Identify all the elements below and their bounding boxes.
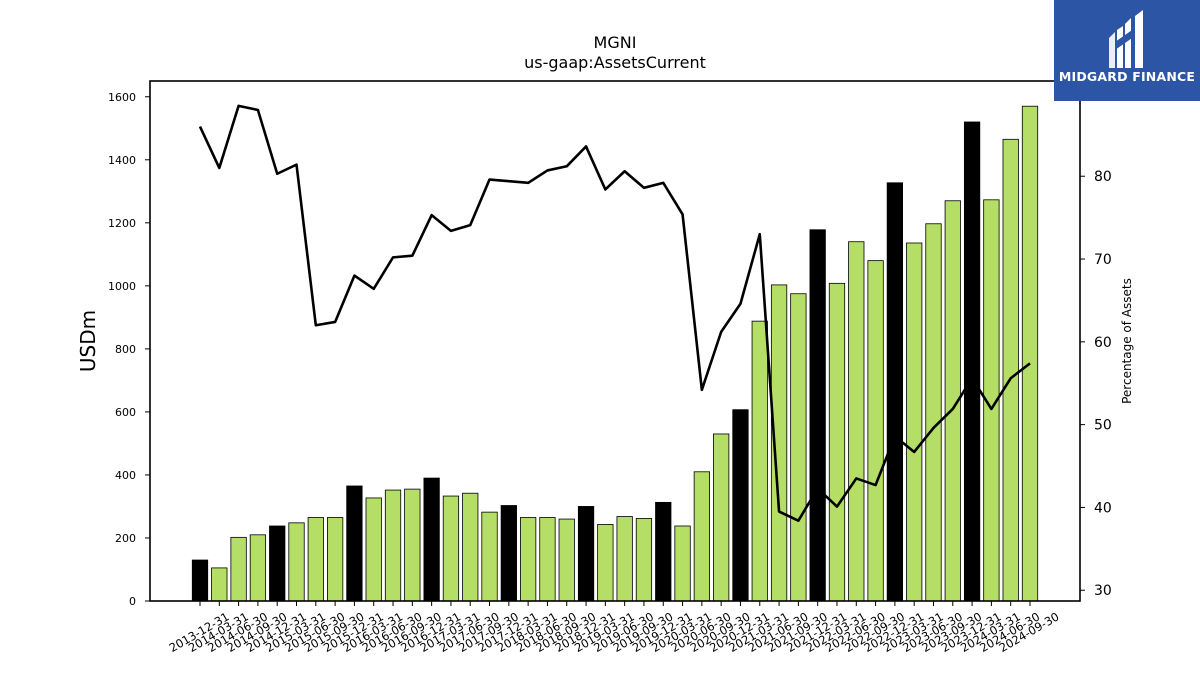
bar-2024-09-30	[1021, 105, 1039, 602]
line-series	[198, 104, 1031, 522]
bar-2020-03-31	[674, 525, 691, 602]
brand-name: MIDGARD FINANCE	[1058, 69, 1196, 84]
bar-2019-06-30	[616, 516, 633, 602]
brand-logo: MIDGARD FINANCE	[1054, 0, 1200, 101]
bar-2013-12-31	[191, 559, 209, 602]
bar-2022-09-30	[867, 260, 884, 602]
bar-2017-09-30	[481, 511, 498, 602]
bar-2016-09-30	[404, 488, 421, 602]
right-axis-ticks: 30 40 50 60 70 80	[1080, 169, 1112, 599]
percentage-of-assets-line	[198, 104, 1031, 522]
bar-2021-12-31	[809, 229, 826, 602]
bar-2019-03-31	[597, 524, 614, 602]
y-tick-label: 800	[115, 343, 136, 356]
y-tick-label: 0	[129, 595, 136, 608]
bar-2014-06-30	[230, 536, 247, 602]
bar-2015-03-31	[288, 522, 305, 602]
bar-2023-12-31	[963, 121, 981, 602]
y-tick-label: 1600	[108, 91, 136, 104]
bar-2017-06-30	[462, 492, 479, 602]
y-tick-label: 400	[115, 469, 136, 482]
left-axis-ticks: 0 200 400 600 800 1000 1200 1400 1600	[108, 91, 150, 608]
bar-2023-06-30	[925, 223, 942, 602]
plot-frame	[149, 80, 1081, 602]
bar-2020-06-30	[693, 471, 710, 602]
bar-2021-03-31	[751, 320, 768, 602]
bar-series	[191, 105, 1039, 602]
y-tick-label: 600	[115, 406, 136, 419]
bar-2024-06-30	[1002, 138, 1019, 602]
bar-2023-03-31	[906, 242, 923, 602]
chart-subtitle: us-gaap:AssetsCurrent	[524, 53, 706, 72]
y2-tick-label: 30	[1094, 583, 1112, 599]
y-tick-label: 1000	[108, 280, 136, 293]
bar-2022-12-31	[886, 182, 903, 602]
bar-2014-12-31	[269, 525, 286, 602]
bar-2022-03-31	[828, 282, 846, 602]
y-tick-label: 200	[115, 532, 136, 545]
bar-2016-03-31	[365, 497, 382, 602]
bar-2018-09-30	[558, 518, 575, 602]
bar-2019-09-30	[635, 518, 653, 602]
bar-2018-03-31	[520, 517, 537, 602]
y-tick-label: 1200	[108, 217, 136, 230]
bar-2016-06-30	[384, 489, 402, 602]
bar-2018-06-30	[539, 517, 556, 602]
bar-2022-06-30	[848, 241, 865, 602]
bar-2020-12-31	[732, 409, 749, 602]
bar-2018-12-31	[577, 506, 595, 602]
chart-title: MGNI	[594, 33, 637, 52]
y2-tick-label: 60	[1094, 335, 1112, 351]
bar-2021-09-30	[790, 293, 807, 602]
bar-2015-09-30	[326, 517, 344, 602]
bar-2014-03-31	[211, 567, 228, 602]
y2-axis-label: Percentage of Assets	[1120, 278, 1134, 404]
bar-2019-12-31	[655, 501, 672, 602]
bar-2017-03-31	[442, 495, 460, 602]
bar-2014-09-30	[249, 534, 267, 602]
y-tick-label: 1400	[108, 154, 136, 167]
x-axis-ticks: 2013-12-312014-03-312014-06-302014-09-30…	[167, 601, 1062, 655]
y2-tick-label: 80	[1094, 169, 1112, 185]
midgard-logo-icon	[1109, 10, 1143, 68]
y2-tick-label: 40	[1094, 500, 1112, 516]
y-axis-label: USDm	[76, 310, 100, 372]
y2-tick-label: 70	[1094, 252, 1112, 268]
bar-2020-09-30	[713, 433, 730, 602]
bar-2017-12-31	[500, 505, 517, 602]
bar-2016-12-31	[423, 477, 440, 602]
y2-tick-label: 50	[1094, 418, 1112, 434]
bar-2015-06-30	[307, 517, 324, 602]
bar-2015-12-31	[346, 485, 363, 602]
